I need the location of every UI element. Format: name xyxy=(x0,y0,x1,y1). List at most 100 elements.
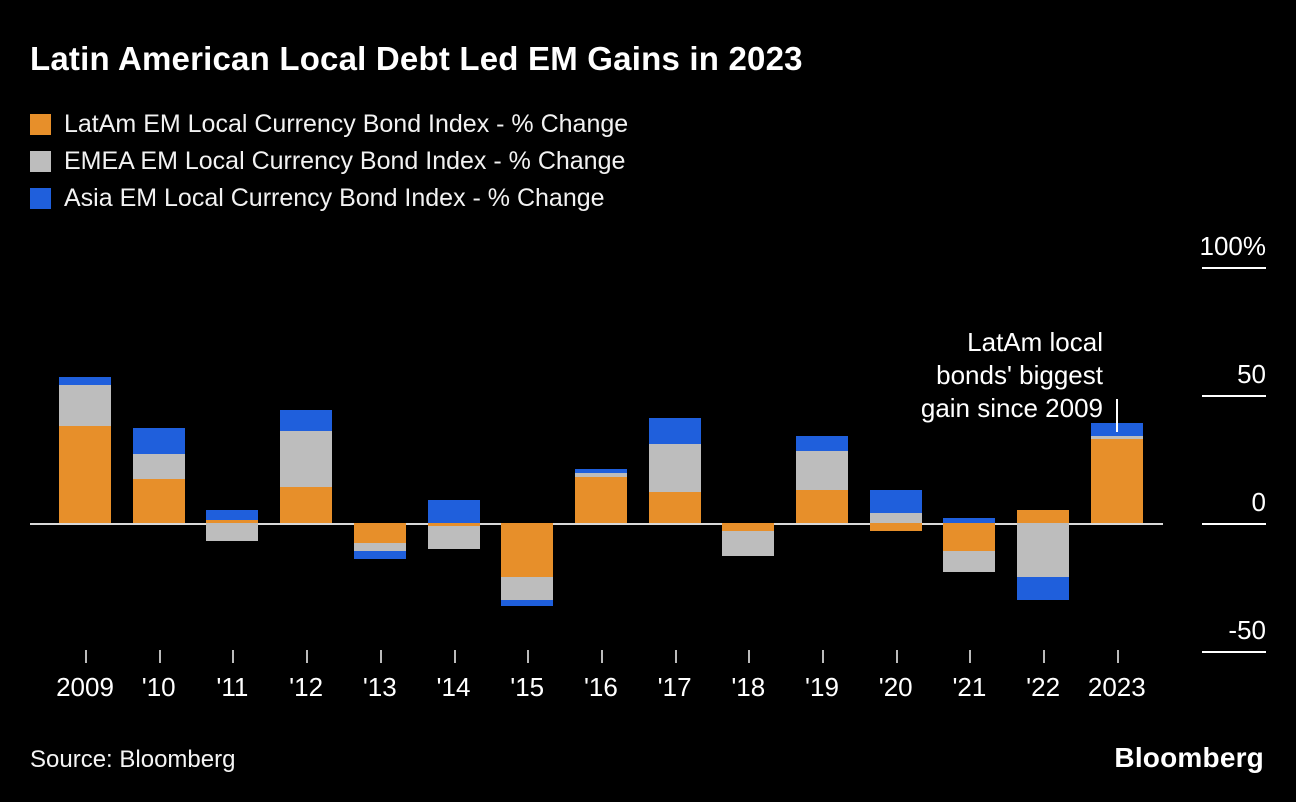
bar-segment xyxy=(869,489,922,513)
legend-swatch-emea-icon xyxy=(30,151,51,172)
x-axis-tick xyxy=(379,650,382,663)
legend-item-emea: EMEA EM Local Currency Bond Index - % Ch… xyxy=(30,143,628,180)
y-axis-label: 50 xyxy=(1237,359,1266,389)
annotation-line-1: LatAm local xyxy=(967,327,1103,357)
x-axis-tick xyxy=(232,650,235,663)
bar-segment xyxy=(796,451,848,490)
x-axis-label: '22 xyxy=(1026,672,1061,702)
bar-segment xyxy=(280,430,333,488)
x-axis-tick xyxy=(822,650,824,663)
legend-label-asia: Asia EM Local Currency Bond Index - % Ch… xyxy=(64,184,605,212)
y-axis-label: 0 xyxy=(1251,487,1266,517)
bar-segment xyxy=(574,469,627,474)
annotation: LatAm local bonds' biggest gain since 20… xyxy=(921,326,1103,425)
bar-segment xyxy=(796,435,848,452)
x-axis-tick xyxy=(895,650,898,663)
x-axis-label: '21 xyxy=(952,672,987,702)
bar-segment xyxy=(132,453,185,480)
bar-segment xyxy=(869,523,922,531)
bar-segment xyxy=(353,523,406,544)
bar-segment xyxy=(427,525,480,549)
bar-segment xyxy=(1017,510,1070,523)
bar-segment xyxy=(722,523,775,531)
y-axis-tick xyxy=(1202,651,1266,653)
bar-segment xyxy=(869,512,922,523)
legend-swatch-asia-icon xyxy=(30,188,51,209)
annotation-line-3: gain since 2009 xyxy=(920,393,1103,423)
x-axis-tick xyxy=(527,650,530,663)
bar-segment xyxy=(353,543,406,552)
bloomberg-logo: Bloomberg xyxy=(1114,742,1264,773)
bar-segment xyxy=(796,489,848,523)
x-axis-tick xyxy=(85,650,87,663)
bar-segment xyxy=(280,410,333,431)
bar-segment xyxy=(1090,435,1143,439)
x-axis-label: '19 xyxy=(805,672,839,702)
y-axis-tick xyxy=(1202,267,1266,269)
bar-segment xyxy=(427,523,480,526)
annotation-line-2: bonds' biggest xyxy=(936,360,1103,390)
x-axis-label: 2023 xyxy=(1087,672,1146,702)
x-axis-tick xyxy=(600,650,603,663)
bar-segment xyxy=(59,377,111,385)
x-axis-tick xyxy=(158,650,161,663)
bar-segment xyxy=(1017,523,1070,577)
x-axis-tick xyxy=(674,650,677,663)
bar-segment xyxy=(501,599,554,607)
bar-segment xyxy=(280,487,333,523)
x-axis-label: '12 xyxy=(289,672,324,702)
bar-segment xyxy=(59,425,111,523)
x-axis-tick xyxy=(969,650,972,663)
x-axis-label: '13 xyxy=(362,672,397,702)
x-axis-label: '16 xyxy=(583,672,618,702)
bar-segment xyxy=(648,492,701,523)
bar-segment xyxy=(353,551,406,559)
legend-swatch-latam-icon xyxy=(30,114,51,135)
bar-segment xyxy=(1017,576,1070,600)
bar-segment xyxy=(574,473,627,477)
bar-segment xyxy=(648,418,701,444)
bar-segment xyxy=(427,499,480,523)
legend-item-latam: LatAm EM Local Currency Bond Index - % C… xyxy=(30,106,628,143)
bar-segment xyxy=(1090,438,1143,523)
bar-segment xyxy=(943,551,996,572)
annotation-pointer-line xyxy=(1116,399,1118,432)
x-axis-tick xyxy=(453,650,456,663)
bar-segment xyxy=(206,510,259,521)
legend-item-asia: Asia EM Local Currency Bond Index - % Ch… xyxy=(30,180,628,217)
chart-title: Latin American Local Debt Led EM Gains i… xyxy=(30,40,803,77)
legend-label-emea: EMEA EM Local Currency Bond Index - % Ch… xyxy=(64,147,626,175)
bar-segment xyxy=(59,384,111,426)
y-axis-tick xyxy=(1202,523,1266,525)
x-axis-label: '11 xyxy=(216,672,249,702)
y-axis-label: -50 xyxy=(1228,615,1266,645)
bar-segment xyxy=(943,517,996,523)
bar-segment xyxy=(206,520,259,523)
x-axis-label: '17 xyxy=(657,672,692,702)
bar-segment xyxy=(501,576,554,600)
bar-segment xyxy=(132,479,185,523)
x-axis-label: '10 xyxy=(141,672,176,702)
x-axis-label: '20 xyxy=(878,672,913,702)
x-axis-tick xyxy=(1116,650,1119,663)
bar-segment xyxy=(206,523,259,541)
y-axis-tick xyxy=(1202,395,1266,397)
bar-segment xyxy=(943,523,996,552)
source-text: Source: Bloomberg xyxy=(30,746,236,773)
bar-segment xyxy=(574,476,627,523)
bar-segment xyxy=(132,428,185,454)
y-axis-label: 100% xyxy=(1199,231,1267,261)
bar-segment xyxy=(501,523,554,577)
x-axis-label: '14 xyxy=(436,672,471,702)
x-axis-label: '15 xyxy=(510,672,545,702)
legend-label-latam: LatAm EM Local Currency Bond Index - % C… xyxy=(64,110,629,138)
x-axis-label: 2009 xyxy=(56,672,114,702)
x-axis-label: '18 xyxy=(731,672,766,702)
x-axis-tick xyxy=(748,650,751,663)
x-axis-tick xyxy=(306,650,309,663)
legend: LatAm EM Local Currency Bond Index - % C… xyxy=(30,106,628,217)
x-axis-tick xyxy=(1043,650,1046,663)
bar-segment xyxy=(722,530,775,557)
zero-baseline xyxy=(30,523,1163,525)
